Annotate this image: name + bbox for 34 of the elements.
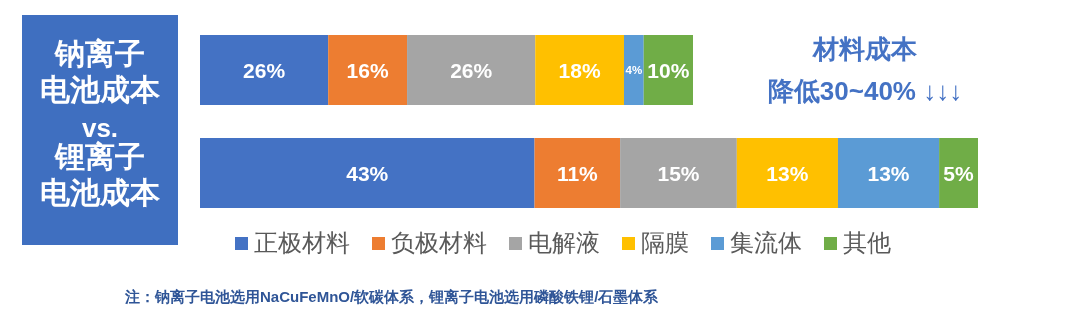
bar xyxy=(534,138,621,208)
data-label: 43% xyxy=(346,162,389,185)
data-label: 16% xyxy=(346,59,389,82)
bar xyxy=(407,35,536,105)
data-label: 13% xyxy=(766,162,809,185)
bar xyxy=(200,35,329,105)
bar xyxy=(623,35,644,105)
bar xyxy=(328,35,408,105)
bar xyxy=(535,35,624,105)
legend-label: 电解液 xyxy=(528,229,600,256)
data-label: 4% xyxy=(625,64,643,77)
legend-label: 负极材料 xyxy=(391,229,487,256)
data-label: 26% xyxy=(450,59,493,82)
y-tick-label: 钠离子电池成本 xyxy=(40,37,161,106)
data-label: 5% xyxy=(943,162,975,185)
data-label: 26% xyxy=(243,59,286,82)
y-tick-label: 锂离子电池成本 xyxy=(40,140,161,209)
data-label: 13% xyxy=(867,162,910,185)
legend-label: 集流体 xyxy=(730,229,802,256)
data-label: 10% xyxy=(647,59,690,82)
legend-label: 正极材料 xyxy=(254,229,350,256)
bar xyxy=(736,138,838,208)
data-label: 11% xyxy=(556,162,599,185)
bar xyxy=(837,138,940,208)
bar xyxy=(620,138,737,208)
text: 材料成本 xyxy=(812,34,918,64)
bar xyxy=(200,138,535,208)
bar xyxy=(939,138,978,208)
legend-label: 隔膜 xyxy=(641,229,689,256)
legend-label: 其他 xyxy=(843,229,891,256)
text: 注：钠离子电池选用NaCuFeMnO/软碳体系，锂离子电池选用磷酸铁锂/石墨体系 xyxy=(124,288,660,305)
annotation: 降低30~40% ↓↓↓ xyxy=(767,76,963,106)
data-label: 15% xyxy=(657,162,700,185)
data-label: 18% xyxy=(558,59,601,82)
